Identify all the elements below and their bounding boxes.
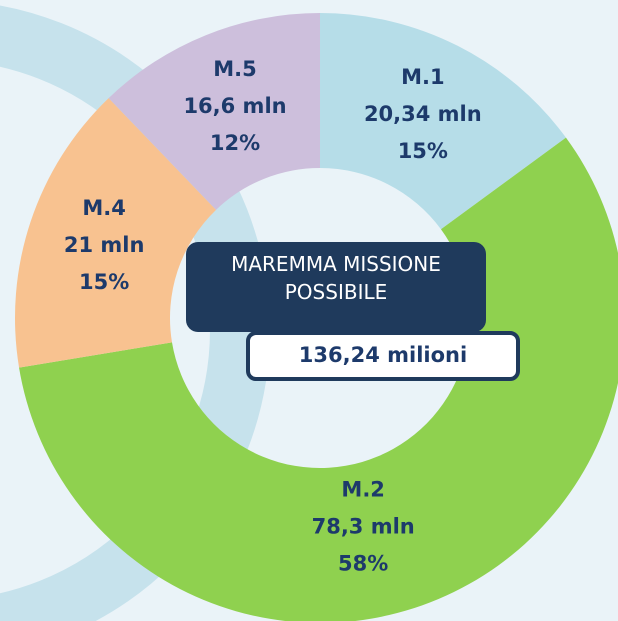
slice	[320, 13, 566, 230]
slice-label: M.1	[401, 65, 445, 89]
slice-labels: M.1 20,34 mln 15% M.2 78,3 mln 58% M.4 21 mln 15…	[64, 57, 482, 576]
center-title-wrap: MAREMMA MISSIONE POSSIBILE	[231, 252, 441, 304]
center-box	[186, 242, 486, 332]
slice	[108, 13, 320, 210]
slice-label: 21 mln	[64, 233, 145, 257]
slice-label: 58%	[338, 552, 388, 576]
slice-label: 15%	[398, 139, 448, 163]
slice	[15, 98, 217, 368]
slice-label: 15%	[79, 270, 129, 294]
slice-label: M.2	[341, 478, 385, 502]
slice-label: M.4	[82, 196, 126, 220]
center-title: MAREMMA MISSIONE POSSIBILE	[231, 252, 441, 304]
slice-label: 12%	[210, 131, 260, 155]
slice-label: 16,6 mln	[183, 94, 286, 118]
slice-label: 20,34 mln	[364, 102, 482, 126]
slice-label: 78,3 mln	[312, 515, 415, 539]
total-label: 136,24 milioni	[299, 343, 467, 367]
slice-label: M.5	[213, 57, 257, 81]
total-box	[246, 331, 520, 381]
